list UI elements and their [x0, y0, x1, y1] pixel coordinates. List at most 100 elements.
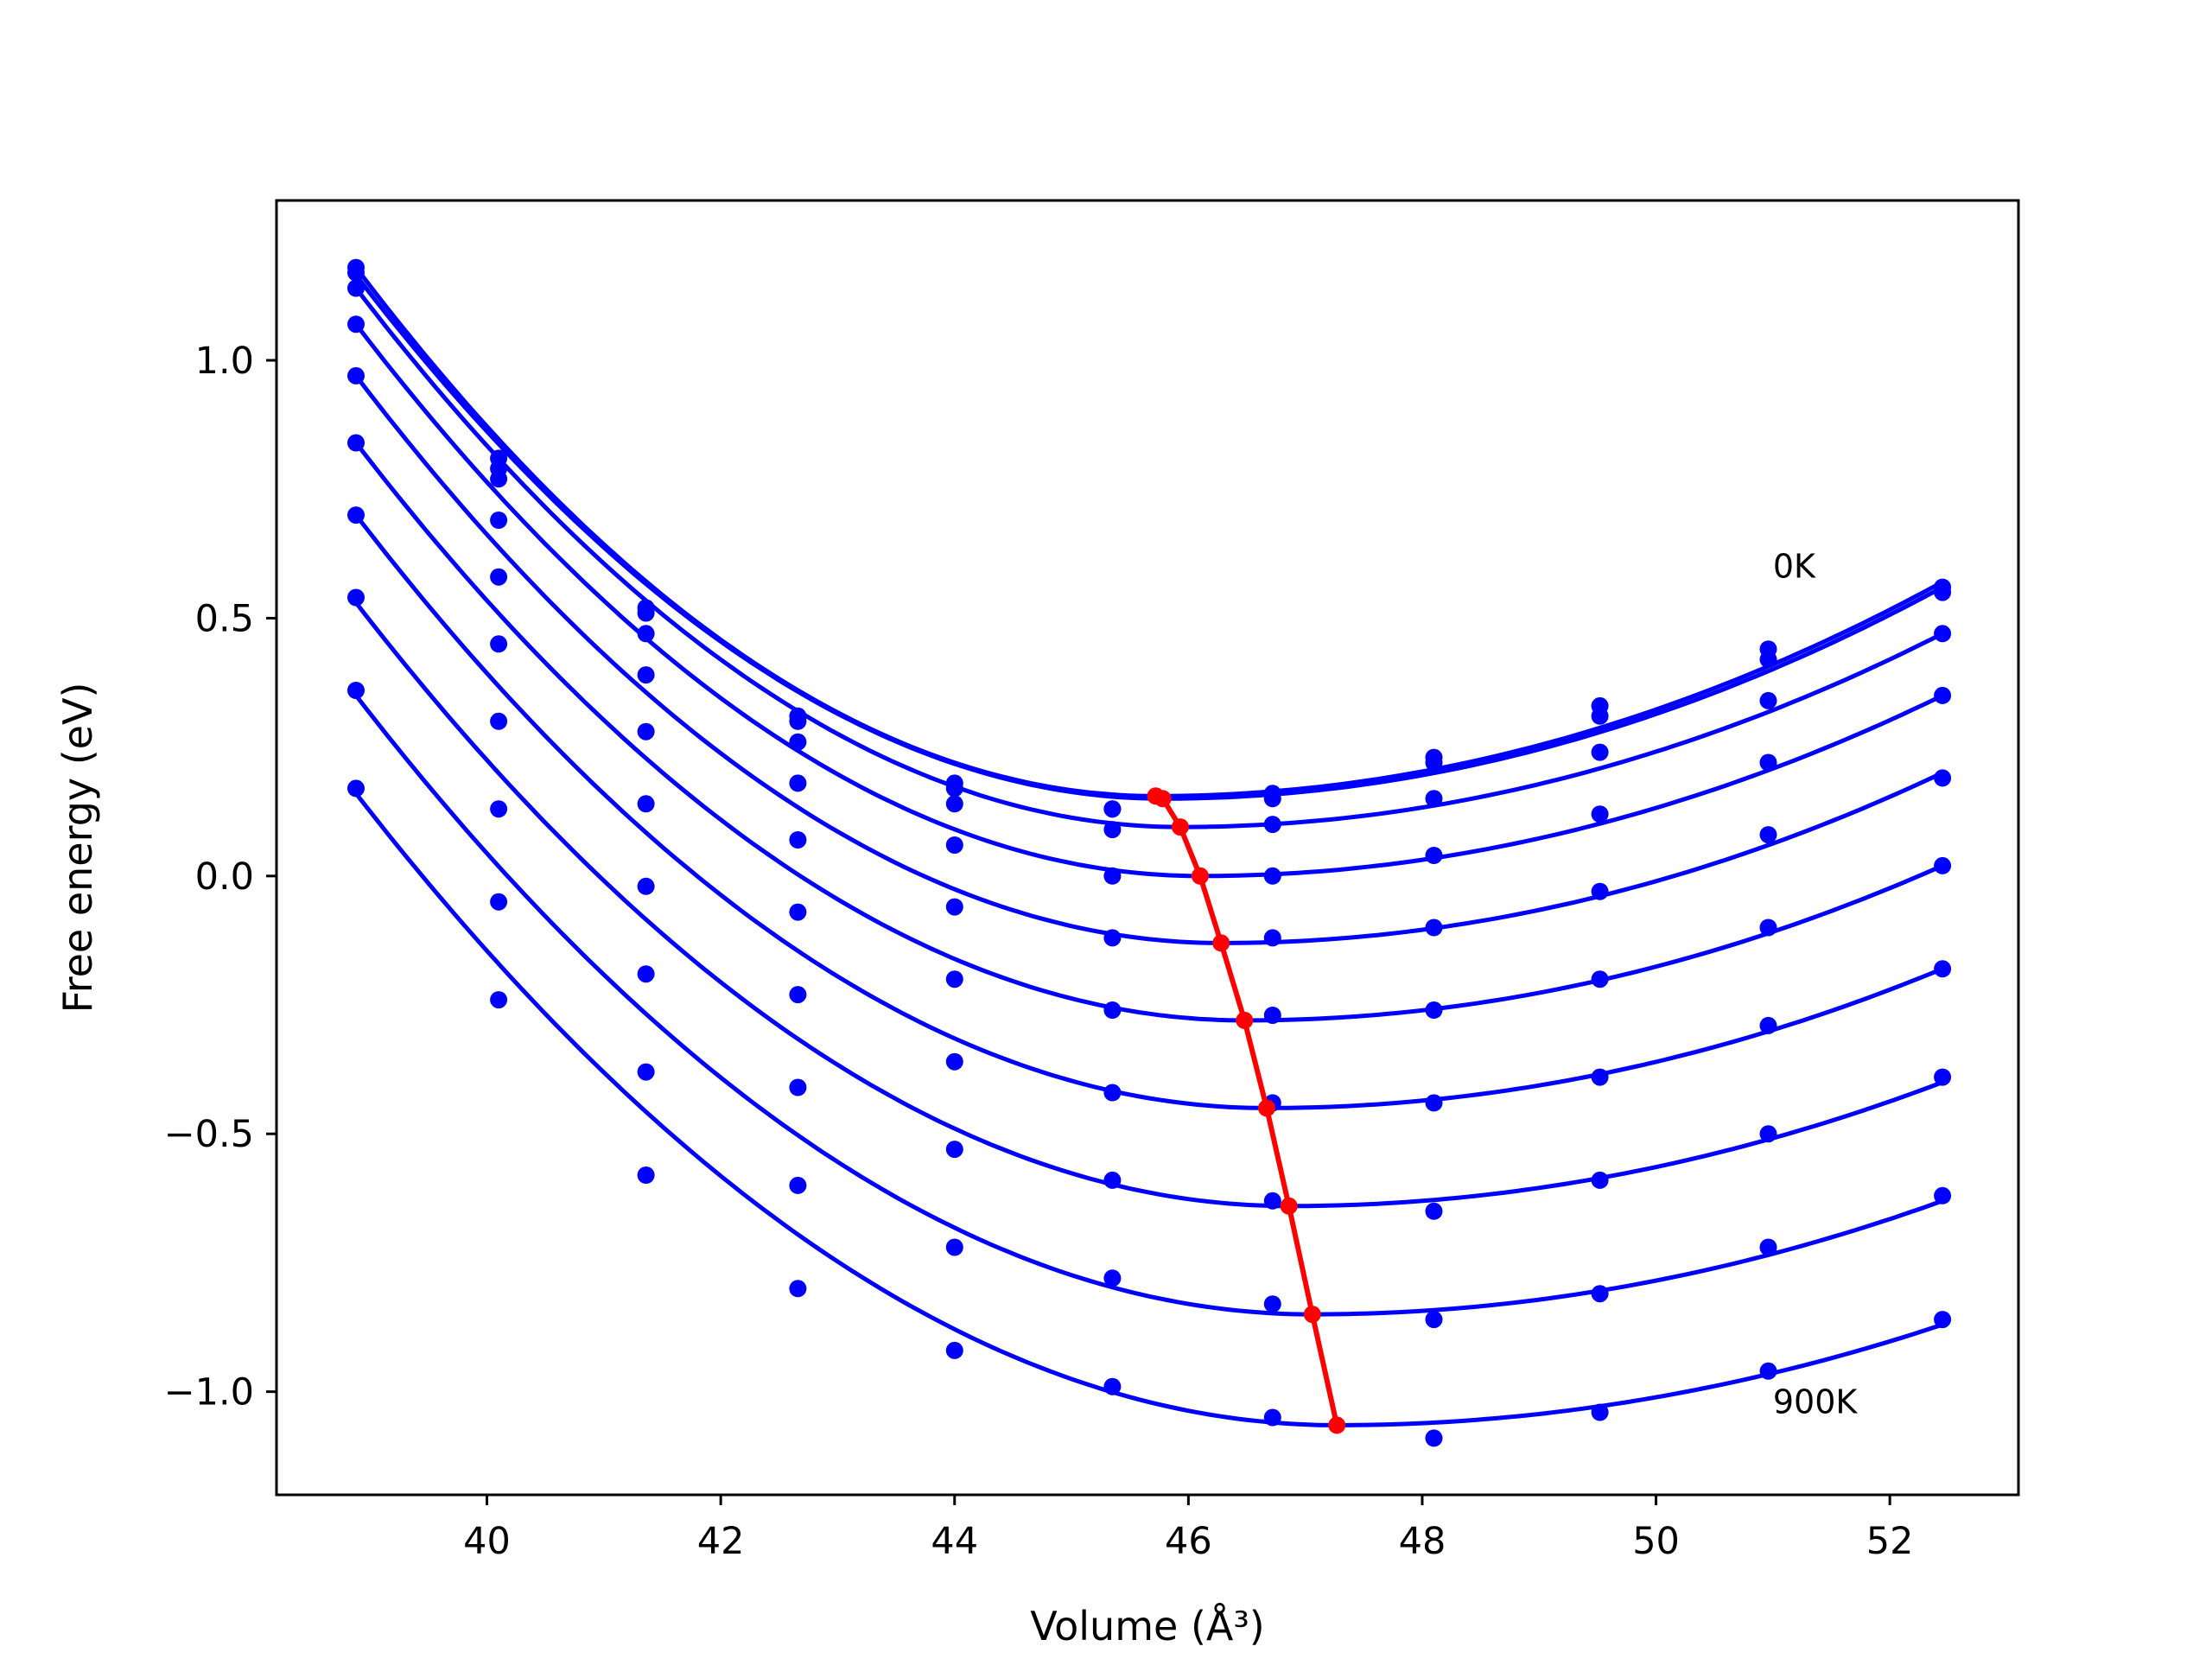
data-point [1934, 625, 1952, 643]
data-point [945, 898, 963, 916]
data-point [1425, 1311, 1443, 1329]
data-point [1934, 1311, 1952, 1329]
data-point [789, 733, 807, 751]
data-point [1425, 1094, 1443, 1112]
data-point [1263, 1192, 1281, 1210]
minimum-point [1191, 867, 1209, 885]
data-point [1759, 691, 1777, 709]
data-point [490, 512, 508, 529]
data-point [1263, 929, 1281, 947]
data-point [1591, 970, 1609, 988]
x-tick-label: 48 [1399, 1520, 1446, 1563]
data-point [1103, 821, 1122, 839]
y-tick-label: −1.0 [164, 1371, 254, 1414]
data-point [1934, 1186, 1952, 1205]
data-point [637, 965, 655, 983]
data-point [1591, 743, 1609, 761]
minimum-point [1328, 1416, 1346, 1434]
data-point [1591, 805, 1609, 823]
data-point [1425, 790, 1443, 808]
x-tick-label: 40 [463, 1520, 511, 1563]
data-point [1103, 1001, 1122, 1019]
data-point [789, 986, 807, 1004]
data-point [490, 800, 508, 818]
x-tick-label: 52 [1866, 1520, 1914, 1563]
data-point [789, 774, 807, 792]
data-point [1425, 918, 1443, 937]
data-point [1591, 1171, 1609, 1189]
fit-curve [354, 601, 1943, 1209]
data-point [1103, 1084, 1122, 1102]
data-point [945, 779, 963, 798]
minimum-point [1303, 1306, 1321, 1324]
data-point [789, 1078, 807, 1096]
data-point [1263, 1408, 1281, 1427]
data-point [1103, 929, 1122, 947]
data-point [347, 506, 365, 524]
data-point [945, 795, 963, 813]
data-point [1103, 1171, 1122, 1189]
data-point [1759, 651, 1777, 669]
data-point [1934, 960, 1952, 978]
data-point [1425, 1001, 1443, 1019]
data-point [1934, 1068, 1952, 1086]
data-point [1759, 826, 1777, 844]
y-tick-label: 1.0 [195, 340, 254, 383]
data-point [789, 712, 807, 730]
data-point [490, 568, 508, 586]
x-axis-title: Volume (Å³) [1030, 1603, 1265, 1649]
data-point [347, 682, 365, 699]
data-point [1425, 1202, 1443, 1220]
data-point [1103, 800, 1122, 818]
y-tick-label: −0.5 [164, 1113, 254, 1156]
fit-curve [354, 286, 1944, 830]
data-point [490, 635, 508, 653]
fit-curve [354, 513, 1944, 1110]
data-point [1425, 1429, 1443, 1447]
data-point [1425, 847, 1443, 864]
data-points-layer [347, 258, 1952, 1447]
data-point [347, 264, 365, 282]
data-point [490, 470, 508, 488]
fit-curve [354, 374, 1944, 945]
data-point [1103, 1269, 1122, 1287]
minimum-point [1236, 1011, 1254, 1029]
data-point [347, 279, 365, 297]
data-point [1934, 583, 1952, 601]
temperature-annotation: 900K [1773, 1383, 1859, 1421]
data-point [637, 795, 655, 813]
data-point [789, 1280, 807, 1298]
temperature-annotation: 0K [1773, 548, 1816, 586]
data-point [1759, 1362, 1777, 1380]
minimum-point [1171, 818, 1189, 836]
data-point [637, 722, 655, 741]
x-tick-label: 44 [931, 1520, 978, 1563]
data-point [637, 1166, 655, 1184]
data-point [637, 625, 655, 643]
data-point [945, 1141, 963, 1159]
data-point [1263, 1007, 1281, 1024]
data-point [347, 434, 365, 452]
data-point [1103, 1377, 1122, 1395]
data-point [945, 970, 963, 988]
fit-curve [354, 694, 1943, 1317]
data-point [1759, 1238, 1777, 1256]
data-point [1263, 867, 1281, 885]
data-point [945, 1341, 963, 1359]
data-point [637, 877, 655, 895]
data-point [1591, 1403, 1609, 1421]
data-point [1934, 686, 1952, 704]
plot-frame [275, 199, 2020, 1497]
fit-curve [354, 441, 1944, 1023]
data-point [1263, 1295, 1281, 1313]
data-point [637, 1063, 655, 1081]
x-tick-label: 42 [697, 1520, 745, 1563]
x-axis-ticks: 40 42 44 46 48 50 52 [463, 1495, 1914, 1563]
data-point [1759, 753, 1777, 772]
data-point [1591, 1285, 1609, 1303]
data-point [347, 366, 365, 385]
data-point [1263, 790, 1281, 808]
data-point [1591, 1068, 1609, 1086]
data-point [347, 779, 365, 798]
